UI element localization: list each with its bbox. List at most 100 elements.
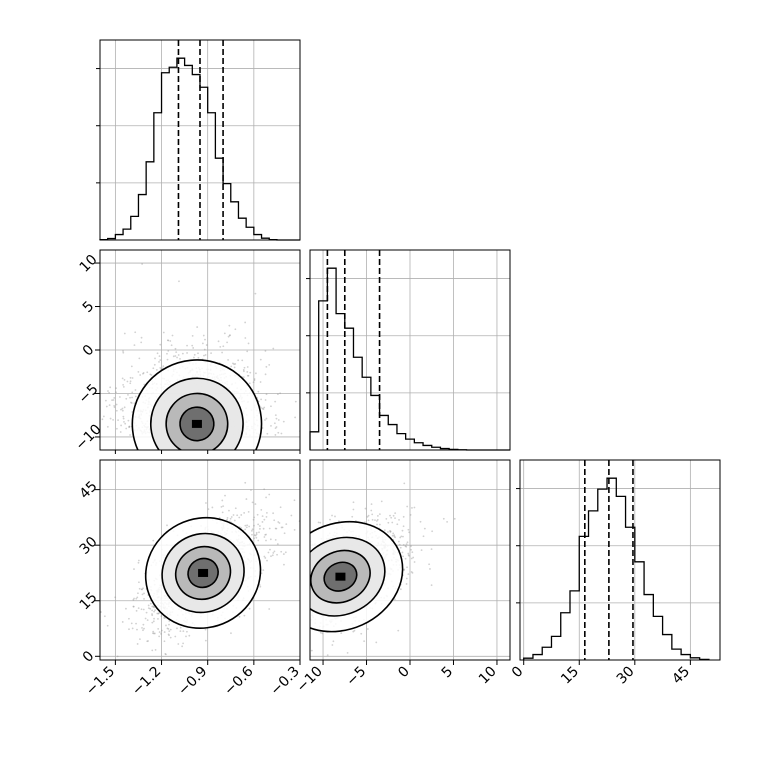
x-tick-label: 0 <box>395 664 413 682</box>
scatter-point <box>262 569 265 572</box>
scatter-point <box>109 417 112 420</box>
scatter-point <box>297 609 299 611</box>
scatter-point <box>220 505 223 508</box>
scatter-point <box>129 396 131 399</box>
scatter-point <box>251 606 253 608</box>
scatter-point <box>295 633 297 635</box>
scatter-panel-0-1 <box>99 249 304 451</box>
scatter-point <box>108 404 111 407</box>
scatter-point <box>164 653 167 655</box>
scatter-point <box>304 597 306 599</box>
scatter-point <box>101 418 104 421</box>
scatter-point <box>135 597 138 600</box>
scatter-point <box>121 621 124 623</box>
scatter-point <box>156 612 159 615</box>
scatter-point <box>253 537 255 540</box>
scatter-point <box>122 385 125 388</box>
scatter-point <box>159 359 162 361</box>
scatter-point <box>137 561 140 564</box>
scatter-point <box>326 654 329 657</box>
scatter-point <box>346 651 349 654</box>
scatter-point <box>290 588 292 590</box>
x-tick-label: 45 <box>669 664 693 688</box>
scatter-point <box>306 571 308 573</box>
scatter-point <box>177 354 180 356</box>
scatter-point <box>247 342 250 345</box>
scatter-point <box>263 536 266 538</box>
scatter-point <box>136 643 139 645</box>
scatter-point <box>240 514 243 516</box>
scatter-point <box>410 557 413 560</box>
scatter-point <box>352 501 355 504</box>
scatter-point <box>163 640 166 643</box>
scatter-point <box>142 587 144 590</box>
scatter-point <box>319 521 322 524</box>
scatter-point <box>289 581 291 583</box>
scatter-point <box>243 512 246 514</box>
x-axis-1: −10 −5 0 5 10 <box>294 660 500 696</box>
scatter-point <box>105 405 108 408</box>
scatter-point <box>152 539 155 542</box>
scatter-point <box>410 571 413 573</box>
scatter-point <box>166 339 169 342</box>
scatter-point <box>304 641 306 643</box>
scatter-point <box>378 513 381 516</box>
scatter-point <box>106 425 109 428</box>
scatter-point <box>176 627 178 630</box>
scatter-point <box>292 597 294 599</box>
scatter-point <box>140 336 143 339</box>
scatter-point <box>229 517 232 520</box>
scatter-point <box>174 355 177 357</box>
y-tick-label: 30 <box>77 534 101 558</box>
scatter-point <box>412 556 415 559</box>
scatter-point <box>290 561 292 563</box>
scatter-point <box>250 529 253 532</box>
scatter-point <box>403 482 406 485</box>
scatter-point <box>389 529 391 532</box>
scatter-point <box>166 627 169 630</box>
scatter-point <box>285 588 287 590</box>
scatter-point <box>420 549 423 552</box>
scatter-point <box>253 524 255 527</box>
scatter-point <box>275 527 278 530</box>
scatter-point <box>302 428 304 430</box>
scatter-point <box>163 616 165 619</box>
scatter-point <box>411 571 414 574</box>
scatter-point <box>244 481 247 484</box>
scatter-point <box>131 391 134 394</box>
scatter-point <box>139 638 141 641</box>
scatter-point <box>167 339 170 342</box>
scatter-point <box>128 617 130 620</box>
scatter-point <box>141 593 144 596</box>
scatter-point <box>241 359 244 362</box>
scatter-point <box>234 363 237 365</box>
scatter-point <box>307 584 309 586</box>
x-tick-label: −1.5 <box>83 664 118 699</box>
scatter-point <box>392 514 395 517</box>
scatter-point <box>265 539 267 542</box>
scatter-point <box>228 334 231 337</box>
scatter-point <box>297 597 299 599</box>
scatter-point <box>151 614 154 617</box>
scatter-point <box>268 630 270 632</box>
scatter-point <box>204 354 207 356</box>
scatter-point <box>371 513 374 516</box>
scatter-point <box>293 528 296 531</box>
scatter-point <box>213 665 215 667</box>
scatter-point <box>247 612 249 614</box>
scatter-point <box>370 503 373 506</box>
scatter-point <box>307 624 309 626</box>
scatter-point <box>193 353 196 356</box>
scatter-point <box>295 579 297 581</box>
scatter-point <box>166 352 168 355</box>
scatter-point <box>431 530 434 533</box>
scatter-point <box>317 521 320 524</box>
scatter-point <box>113 406 116 409</box>
scatter-point <box>446 521 448 523</box>
scatter-point <box>246 371 249 373</box>
scatter-point <box>128 425 131 428</box>
scatter-point <box>296 572 298 574</box>
scatter-point <box>116 655 119 658</box>
scatter-point <box>258 531 260 534</box>
scatter-point <box>251 528 254 531</box>
